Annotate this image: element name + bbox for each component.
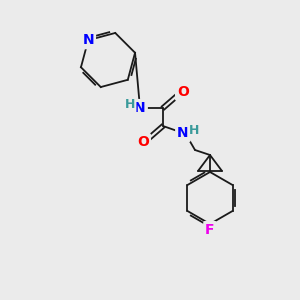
Text: N: N: [134, 101, 146, 115]
Text: H: H: [125, 98, 135, 112]
Text: H: H: [189, 124, 199, 136]
Text: F: F: [205, 223, 215, 237]
Text: N: N: [82, 33, 94, 47]
Text: O: O: [177, 85, 189, 99]
Text: O: O: [137, 135, 149, 149]
Text: N: N: [177, 126, 189, 140]
